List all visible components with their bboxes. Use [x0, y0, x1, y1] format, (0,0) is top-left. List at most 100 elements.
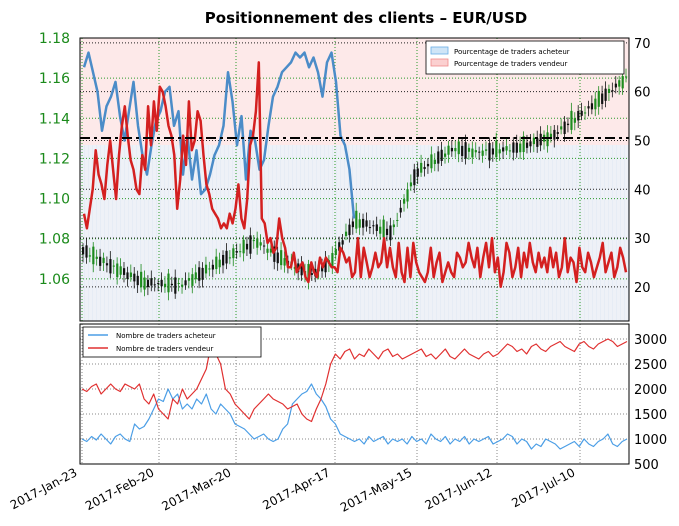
candle-body-88: [382, 219, 385, 238]
candle-body-113: [467, 147, 471, 152]
candle-body-75: [338, 242, 341, 251]
chart-title: Positionnement des clients – EUR/USD: [205, 9, 527, 27]
candle-body-19: [146, 279, 150, 288]
candle-body-66: [307, 264, 310, 282]
series-line-sell-percent: [82, 61, 628, 289]
candle-body-92: [396, 219, 399, 221]
right-tick-top-2: 50: [634, 134, 651, 149]
legend-top: Pourcentage de traders acheteur Pourcent…: [425, 40, 625, 75]
x-label-6: 2017-Jul-10: [509, 465, 577, 510]
candle-body-157: [618, 80, 621, 87]
candle-body-94: [403, 199, 406, 204]
candle-body-51: [256, 238, 259, 248]
count-panel: 3000 2500 2000 1500 1000 500 Nombre de trader…: [79, 323, 667, 473]
candle-body-101: [426, 163, 430, 167]
candle-body-34: [198, 267, 201, 281]
candle-body-112: [464, 142, 467, 159]
candle-body-38: [211, 264, 214, 270]
candle-body-151: [597, 90, 600, 107]
candle-body-118: [484, 149, 488, 151]
series-line-buy-percent: [82, 51, 356, 219]
price-grid: [80, 37, 629, 321]
candle-body-17: [140, 271, 143, 288]
candle-body-54: [266, 248, 269, 253]
candle-body-93: [399, 207, 402, 213]
candle-body-28: [177, 282, 180, 284]
candle-body-99: [420, 162, 423, 173]
candle-body-152: [601, 93, 604, 104]
x-label-2: 2017-Mar-20: [159, 465, 233, 513]
percentage-lines: [82, 51, 628, 289]
candle-body-4: [95, 256, 98, 259]
candle-body-159: [625, 76, 628, 78]
candle-body-58: [280, 250, 283, 266]
count-panel-frame: [79, 323, 630, 465]
candle-body-53: [263, 245, 266, 247]
candle-body-24: [163, 283, 167, 288]
x-label-5: 2017-Jun-12: [423, 465, 495, 512]
candle-body-9: [112, 265, 115, 267]
candle-body-140: [560, 126, 563, 130]
candle-body-97: [413, 169, 416, 186]
candle-body-142: [566, 123, 570, 126]
x-label-4: 2017-May-15: [338, 465, 414, 514]
candle-body-49: [249, 235, 252, 254]
candle-body-123: [502, 147, 505, 152]
candle-body-150: [594, 98, 597, 110]
right-axis-ticks-top: 70 60 50 40 30 20: [634, 37, 651, 296]
candle-body-116: [478, 151, 481, 153]
candle-body-144: [573, 118, 576, 123]
right-tick-bot-1: 2500: [634, 358, 667, 373]
candle-body-136: [546, 132, 549, 147]
candle-body-50: [252, 240, 255, 242]
candle-body-117: [481, 150, 484, 156]
right-tick-bot-5: 500: [634, 458, 659, 473]
candle-body-86: [375, 224, 378, 231]
candle-body-131: [529, 141, 532, 147]
right-tick-bot-0: 3000: [634, 333, 667, 348]
candle-body-12: [122, 268, 126, 275]
candle-body-5: [99, 256, 102, 266]
candle-body-82: [362, 218, 365, 228]
candle-body-25: [167, 273, 170, 293]
candle-body-109: [454, 148, 457, 152]
candle-body-83: [365, 220, 368, 227]
candle-body-71: [324, 258, 327, 273]
left-tick-4: 1.10: [39, 192, 70, 208]
candle-body-67: [310, 273, 314, 275]
candle-body-139: [556, 132, 559, 134]
candle-body-13: [126, 272, 129, 280]
candle-body-35: [201, 267, 204, 280]
candle-body-39: [215, 256, 218, 270]
candle-body-70: [321, 265, 324, 272]
candle-body-56: [273, 246, 276, 262]
candle-body-43: [228, 257, 232, 259]
left-tick-1: 1.16: [39, 71, 70, 87]
candle-body-2: [88, 255, 92, 257]
candle-body-31: [187, 278, 191, 281]
candle-body-114: [471, 148, 474, 158]
price-panel-bg-buy: [80, 145, 629, 321]
candle-body-121: [495, 140, 498, 158]
candle-body-64: [300, 263, 303, 276]
candle-body-18: [143, 277, 146, 290]
candle-body-108: [450, 147, 454, 152]
candle-body-104: [437, 151, 440, 164]
candle-body-8: [109, 259, 112, 274]
candle-body-127: [515, 142, 518, 153]
candle-body-146: [580, 110, 583, 116]
candle-body-149: [590, 103, 594, 110]
legend-sell-percent: Pourcentage de traders vendeur: [454, 60, 567, 68]
candle-body-42: [225, 250, 228, 264]
candle-body-102: [430, 154, 433, 169]
candle-body-29: [181, 284, 184, 287]
candle-body-115: [474, 150, 477, 153]
candle-body-96: [409, 182, 413, 187]
candle-body-100: [423, 166, 426, 170]
legend-buy-count: Nombre de traders acheteur: [116, 332, 216, 340]
candle-body-22: [157, 282, 160, 284]
candle-body-27: [174, 277, 177, 294]
candle-body-128: [519, 143, 522, 153]
candle-body-111: [461, 145, 464, 156]
